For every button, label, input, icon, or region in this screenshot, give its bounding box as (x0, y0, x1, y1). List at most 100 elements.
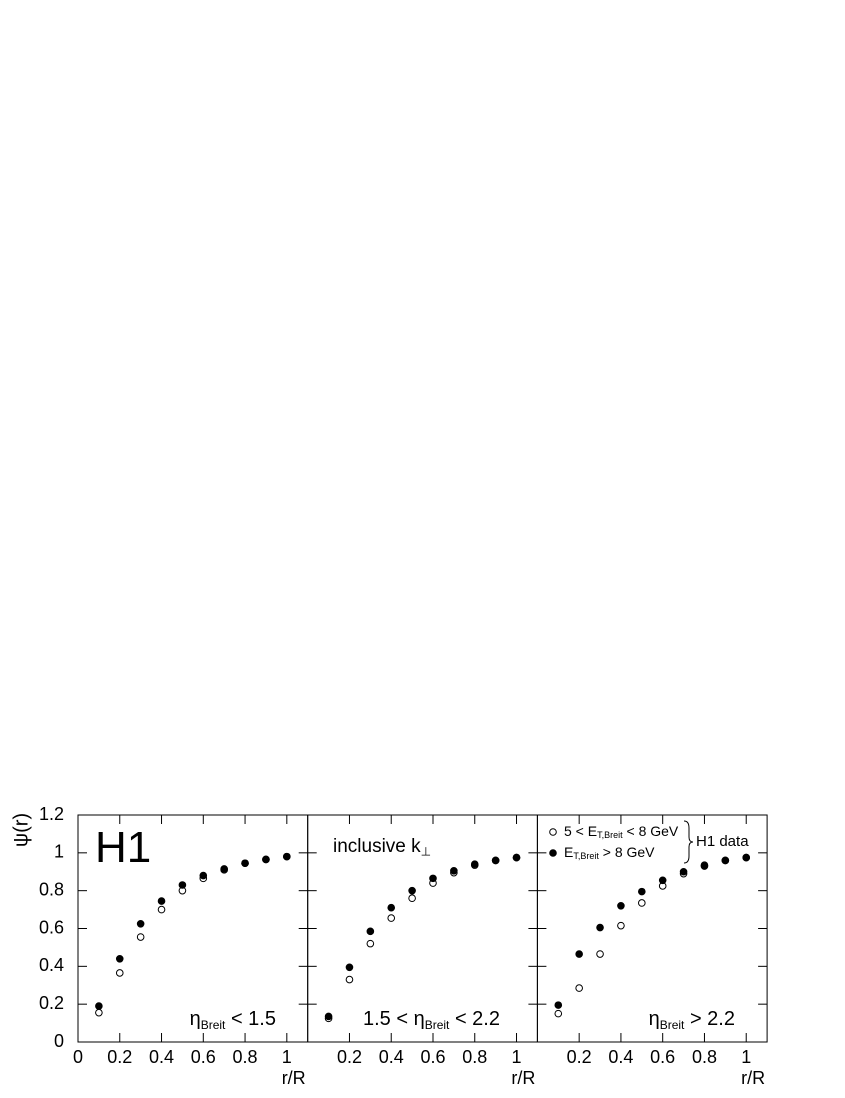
text-part: E (564, 844, 573, 860)
data-point (387, 903, 396, 912)
text-part: < 8 GeV (623, 823, 679, 839)
data-point (658, 876, 667, 885)
text-part: 5 < E (564, 823, 597, 839)
data-point (366, 939, 375, 948)
x-tick-label: 0.6 (650, 1047, 675, 1067)
data-point (512, 853, 521, 862)
data-point (95, 1002, 103, 1010)
text-part: H1 (95, 823, 151, 872)
data-point (575, 984, 583, 992)
data-point (115, 969, 124, 977)
data-point (596, 923, 604, 932)
data-point (742, 853, 751, 862)
subscript: T,Breit (573, 852, 599, 862)
data-point (157, 905, 166, 914)
data-point (136, 919, 145, 928)
x-axis-label: r/R (741, 1068, 765, 1088)
subscript: Breit (425, 1018, 450, 1032)
data-point (136, 933, 145, 941)
x-tick-label: 0.6 (420, 1047, 445, 1067)
data-point (721, 856, 730, 865)
annotation: inclusive k⊥ (333, 836, 431, 859)
data-point (408, 886, 416, 895)
text-part: > 8 GeV (599, 844, 655, 860)
y-tick-label: 1 (54, 842, 64, 862)
data-point (554, 1009, 563, 1018)
data-point (429, 874, 437, 883)
legend-marker (549, 849, 557, 857)
subscript: Breit (660, 1018, 685, 1032)
data-point (220, 865, 228, 873)
data-point (157, 897, 166, 905)
y-tick-label: 0.8 (39, 879, 64, 899)
data-point (408, 894, 416, 903)
data-point (575, 950, 583, 958)
data-point (199, 871, 208, 880)
data-point (470, 860, 479, 868)
x-tick-label: 0.4 (379, 1047, 404, 1067)
data-point (262, 855, 270, 864)
subscript: ⊥ (421, 845, 431, 859)
y-tick-label: 0.2 (39, 993, 64, 1013)
x-tick-label: 0.4 (608, 1047, 633, 1067)
data-point (387, 914, 396, 922)
x-tick-label: 0.8 (233, 1047, 258, 1067)
text-part: η (190, 1008, 201, 1030)
legend-group-label: H1 data (696, 833, 749, 850)
y-tick-label: 1.2 (39, 804, 64, 824)
annotation: ηBreit < 1.5 (190, 1008, 276, 1032)
text-part: < 1.5 (225, 1008, 276, 1030)
legend-label: 5 < ET,Breit < 8 GeV (564, 823, 679, 841)
text-part: > 2.2 (684, 1008, 735, 1030)
data-point (679, 867, 688, 876)
x-tick-label: 0 (73, 1047, 83, 1067)
text-part: < 2.2 (449, 1008, 500, 1030)
data-point (491, 856, 500, 865)
y-tick-label: 0 (54, 1031, 64, 1051)
data-point (241, 859, 249, 868)
legend-marker (549, 828, 557, 836)
text-part: inclusive k (333, 836, 421, 857)
data-point (178, 881, 187, 889)
x-tick-label: 0.6 (191, 1047, 216, 1067)
data-point (95, 1008, 103, 1017)
data-point (450, 867, 458, 875)
subscript: T,Breit (597, 831, 623, 841)
x-tick-label: 0.4 (149, 1047, 174, 1067)
x-tick-label: 0.8 (692, 1047, 717, 1067)
subscript: Breit (201, 1018, 226, 1032)
data-point (638, 887, 646, 896)
data-point (345, 975, 354, 984)
text-part: 1.5 < η (363, 1008, 425, 1030)
x-tick-label: 0.8 (462, 1047, 487, 1067)
x-tick-label: 1 (282, 1047, 292, 1067)
data-point (345, 963, 354, 972)
x-tick-label: 0.2 (107, 1047, 132, 1067)
data-point (638, 899, 646, 907)
text-part: η (649, 1008, 660, 1030)
data-point (554, 1001, 563, 1009)
legend-label: ET,Breit > 8 GeV (564, 844, 655, 862)
data-point (700, 862, 709, 870)
data-point (324, 1012, 333, 1021)
annotation: ηBreit > 2.2 (649, 1008, 735, 1032)
x-tick-label: 1 (512, 1047, 522, 1067)
annotation: H1 (95, 823, 151, 872)
x-tick-label: 0.2 (567, 1047, 592, 1067)
legend-brace (683, 820, 694, 864)
data-point (115, 954, 124, 963)
data-point (617, 902, 625, 910)
data-point (366, 927, 375, 936)
data-point (283, 852, 291, 861)
y-tick-label: 0.4 (39, 955, 64, 975)
x-axis-label: r/R (282, 1068, 306, 1088)
x-axis-label: r/R (511, 1068, 535, 1088)
data-point (596, 950, 604, 958)
x-tick-label: 1 (741, 1047, 751, 1067)
annotation: 1.5 < ηBreit < 2.2 (363, 1008, 500, 1032)
y-axis-label: ψ(r) (10, 813, 32, 847)
y-tick-label: 0.6 (39, 917, 64, 937)
x-tick-label: 0.2 (337, 1047, 362, 1067)
data-point (617, 921, 625, 930)
